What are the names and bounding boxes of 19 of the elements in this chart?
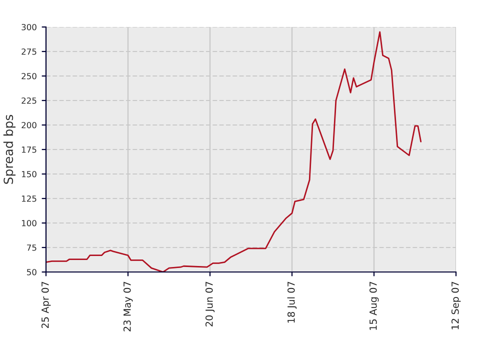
- y-tick-label: 300: [22, 24, 36, 30]
- x-tick-label: 23 May 07: [123, 282, 133, 332]
- y-axis-title: Spread bps: [3, 114, 16, 184]
- x-tick-label: 18 Jul 07: [287, 282, 297, 323]
- line-series: [46, 31, 422, 272]
- y-tick-label: 100: [22, 220, 36, 226]
- x-tick-label: 25 Apr 07: [41, 282, 51, 328]
- y-tick-label: 150: [22, 170, 36, 178]
- y-tick-label: 225: [22, 97, 36, 104]
- x-tick-label: 15 Aug 07: [369, 282, 379, 330]
- x-tick-label: 12 Sep 07: [451, 282, 461, 330]
- y-tick-label: 175: [22, 146, 36, 153]
- y-tick-label: 250: [22, 72, 36, 80]
- y-tick-label: 125: [22, 195, 36, 202]
- y-tick-label: 75: [27, 244, 36, 251]
- y-tick-label: 275: [22, 48, 36, 55]
- x-tick-label: 20 Jun 07: [205, 282, 215, 326]
- y-tick-label: 200: [22, 122, 36, 128]
- y-tick-label: 50: [27, 268, 36, 276]
